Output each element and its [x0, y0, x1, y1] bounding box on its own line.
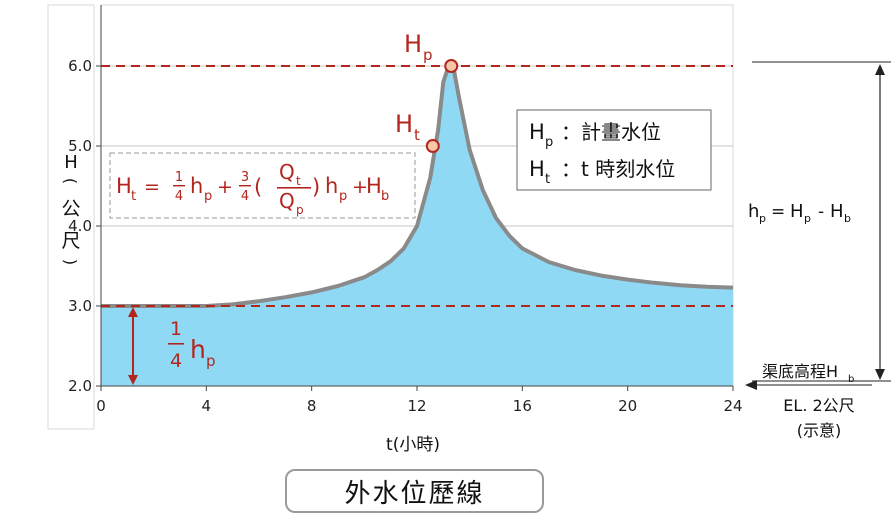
formula-lhs: H — [116, 174, 132, 198]
legend-ht-sub: t — [545, 172, 550, 187]
quarter-h: h — [190, 335, 206, 364]
legend: H p ：計畫水位 H t ：t 時刻水位 — [529, 120, 675, 187]
ylabel-box — [47, 4, 95, 430]
formula-rparen: ) — [312, 175, 320, 199]
legend-box — [516, 109, 712, 191]
ht-label-sub: t — [414, 126, 420, 144]
hp-eq-minus: - — [818, 202, 824, 222]
y-tick-label: 6.0 — [68, 57, 92, 75]
y-label-char: 公 — [61, 198, 80, 220]
legend-ht-text: ：t 時刻水位 — [561, 157, 675, 181]
hp-eq-lhs: h — [748, 201, 759, 222]
formula-f1-den: 4 — [175, 189, 183, 204]
dim-arrow-up-icon — [875, 64, 885, 75]
formula-lparen: ( — [254, 175, 262, 199]
hp-eq-r1-sub: p — [804, 212, 811, 225]
formula-q-den: Q — [279, 189, 295, 213]
x-tick-label: 16 — [513, 397, 532, 415]
y-tick-label: 3.0 — [68, 297, 92, 315]
hp-eq-r2-sub: b — [844, 212, 851, 225]
x-tick-label: 20 — [618, 397, 637, 415]
legend-hp-text: ：計畫水位 — [561, 120, 661, 144]
chart-title: 外水位歷線 — [285, 469, 544, 513]
water-level-curve — [101, 64, 734, 308]
formula-q-num: Q — [279, 160, 295, 184]
hp-point — [444, 59, 459, 73]
y-tick-label: 4.0 — [68, 217, 92, 235]
formula-f1-bar — [173, 185, 185, 187]
el-label: EL. 2公尺 — [783, 396, 854, 415]
quarter-frac-den: 4 — [170, 350, 182, 372]
x-tick-label: 12 — [407, 397, 426, 415]
formula-h1-sub: p — [204, 189, 212, 204]
hp-eq-mid: = — [771, 202, 785, 222]
right-dimension: h p = H p - H b 渠底高程H b EL. 2公尺 (示意) — [745, 61, 891, 440]
ht-label: H — [395, 110, 413, 138]
y-tick-label: 5.0 — [68, 137, 92, 155]
formula-f2-den: 4 — [241, 189, 249, 204]
x-tick-label: 0 — [96, 397, 106, 415]
formula-box — [109, 152, 416, 219]
bed-label-sub: b — [848, 374, 854, 385]
formula-lhs-sub: t — [131, 189, 136, 204]
tick-labels: 0 4 8 12 16 20 24 2.0 3.0 4.0 5.0 6.0 — [68, 57, 742, 415]
reference-lines — [101, 65, 733, 385]
formula-q-den-sub: p — [296, 203, 304, 217]
formula-f2-bar — [239, 185, 251, 187]
hp-eq-r2: H — [830, 201, 844, 222]
y-label-char: ( — [61, 178, 80, 184]
legend-ht-symbol: H — [529, 157, 545, 181]
formula-hb-sub: b — [381, 189, 389, 204]
quarter-frac-num: 1 — [170, 318, 182, 340]
y-tick-label: 2.0 — [68, 377, 92, 395]
legend-hp-sub: p — [545, 135, 553, 150]
formula-h2-sub: p — [339, 189, 347, 204]
y-label-char: 尺 — [61, 230, 80, 252]
formula-q-num-sub: t — [296, 174, 301, 188]
formula: H t = 1 4 h p + 3 4 ( Q t Q p ) h p + H … — [116, 160, 389, 217]
hp-label-sub: p — [423, 46, 433, 64]
formula-h1: h — [190, 174, 203, 198]
hp-eq-r1: H — [790, 201, 804, 222]
bed-pointer-icon — [745, 380, 757, 390]
formula-q-bar — [277, 187, 311, 189]
x-tick-label: 8 — [307, 397, 317, 415]
y-label-char: H — [64, 152, 78, 173]
x-tick-label: 24 — [723, 397, 742, 415]
arrow-up-icon — [128, 307, 138, 317]
formula-eq: = — [144, 176, 160, 198]
y-label-char: ) — [61, 259, 80, 265]
legend-hp-symbol: H — [529, 120, 545, 144]
formula-plus1: + — [217, 176, 233, 198]
formula-plus2: + — [352, 176, 368, 198]
quarter-h-sub: p — [206, 352, 216, 370]
arrow-down-icon — [128, 375, 138, 385]
formula-h2: h — [325, 174, 338, 198]
bed-label: 渠底高程H — [762, 362, 838, 381]
formula-f2-num: 3 — [241, 170, 249, 185]
quarter-frac-bar — [168, 343, 184, 345]
hp-eq-lhs-sub: p — [759, 212, 766, 225]
dim-arrow-down-icon — [875, 369, 885, 380]
x-tick-label: 4 — [202, 397, 212, 415]
x-axis-label: t(小時) — [386, 435, 440, 455]
formula-f1-num: 1 — [175, 170, 183, 185]
formula-hb: H — [366, 174, 382, 198]
schematic-label: (示意) — [797, 421, 842, 440]
hp-label: H — [404, 30, 422, 58]
y-axis-label: H ( 公尺) — [61, 152, 81, 265]
ht-point — [425, 139, 440, 153]
